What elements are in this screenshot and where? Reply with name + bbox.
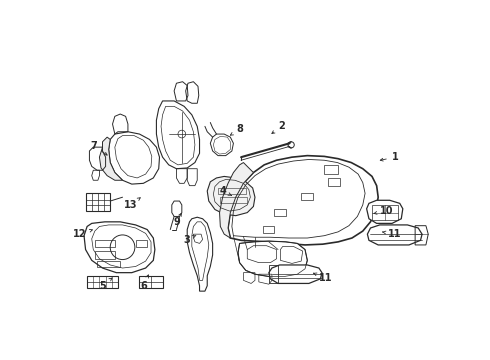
Polygon shape [367, 200, 403, 223]
Text: 11: 11 [383, 229, 402, 239]
Polygon shape [228, 156, 378, 245]
Polygon shape [99, 137, 122, 180]
Text: 12: 12 [73, 229, 93, 239]
Text: 1: 1 [380, 152, 398, 162]
Text: 3: 3 [184, 235, 196, 244]
Polygon shape [220, 163, 253, 238]
Polygon shape [207, 176, 255, 216]
Polygon shape [187, 217, 213, 291]
Text: 4: 4 [219, 186, 231, 196]
Text: 13: 13 [123, 198, 140, 210]
Text: 9: 9 [173, 213, 181, 227]
Polygon shape [368, 225, 422, 245]
Polygon shape [156, 101, 199, 169]
Text: 2: 2 [272, 121, 285, 134]
Polygon shape [84, 222, 155, 273]
Text: 11: 11 [314, 273, 333, 283]
Text: 8: 8 [230, 125, 243, 135]
Text: 6: 6 [140, 275, 148, 291]
Polygon shape [109, 132, 159, 184]
Polygon shape [238, 241, 307, 276]
Text: 10: 10 [374, 206, 393, 216]
Text: 5: 5 [99, 278, 112, 291]
Polygon shape [210, 134, 233, 156]
Polygon shape [269, 265, 322, 283]
Text: 7: 7 [90, 141, 107, 155]
